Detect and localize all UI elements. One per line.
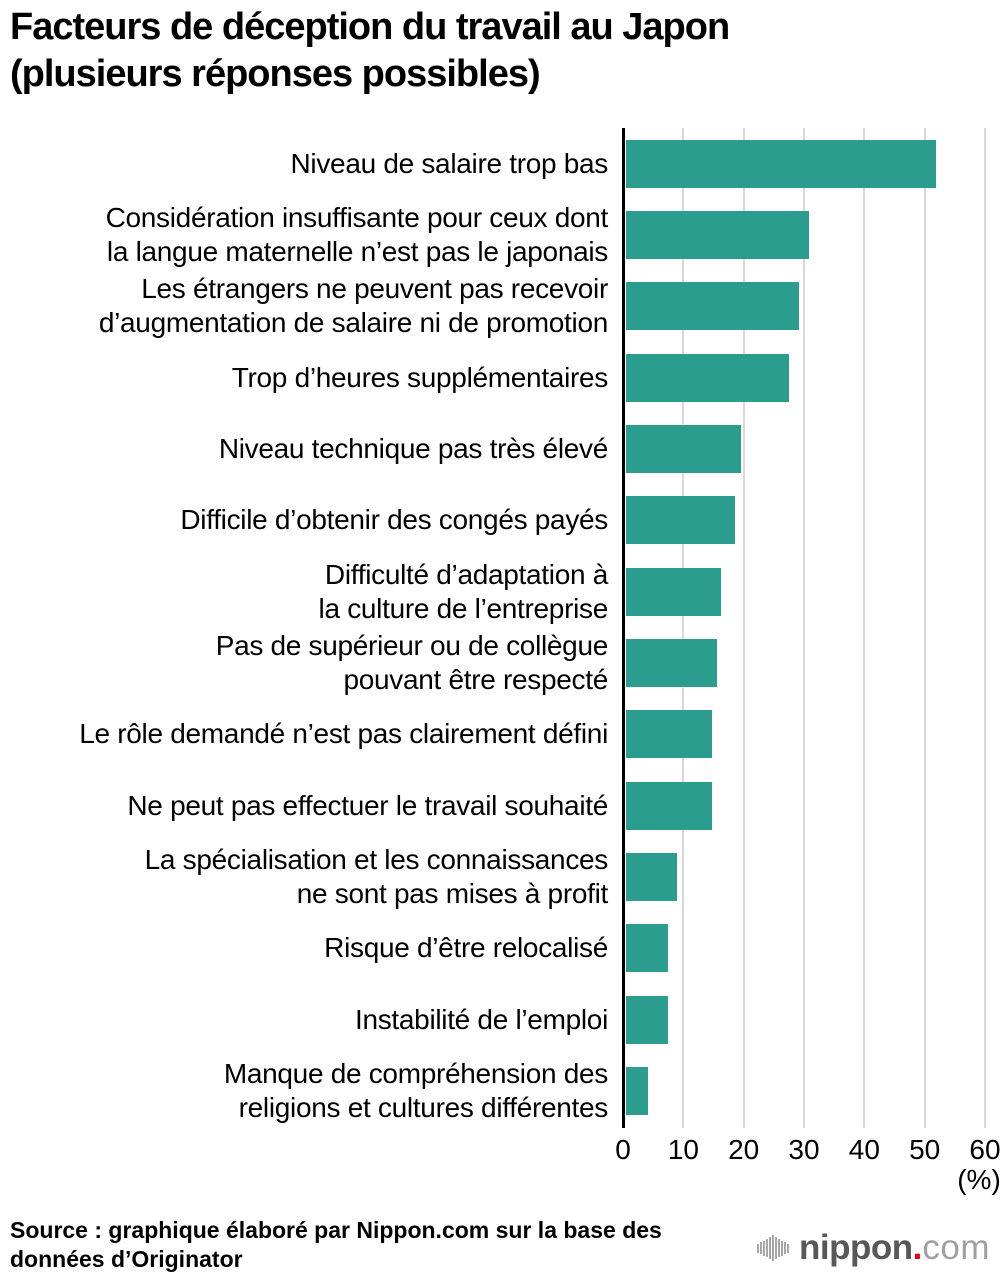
y-axis-line: [622, 128, 625, 1128]
bar-rows: Niveau de salaire trop bas Considération …: [0, 128, 1000, 1127]
bar-track: [623, 627, 985, 698]
bar-row: Niveau de salaire trop bas: [0, 128, 1000, 199]
bar-track: [623, 485, 985, 556]
x-axis-tick-labels: 0 10 20 30 40 50 60: [615, 1134, 1000, 1168]
bar-row: Niveau technique pas très élevé: [0, 413, 1000, 484]
category-label: Instabilité de l’emploi: [354, 1003, 608, 1035]
category-label: Manque de compréhension des religions et…: [223, 1058, 608, 1124]
logo-dot: .: [912, 1228, 923, 1267]
bar-row: Risque d’être relocalisé: [0, 913, 1000, 984]
category-label: Risque d’être relocalisé: [324, 932, 608, 964]
logo-bar: [757, 1243, 760, 1253]
category-label: Trop d’heures supplémentaires: [231, 361, 609, 393]
bar: [626, 1067, 649, 1116]
soundwave-fan-icon: [757, 1235, 790, 1261]
bar: [626, 995, 668, 1044]
logo-bar: [775, 1237, 778, 1259]
gridline: [863, 128, 866, 1128]
x-axis-unit-label: (%): [957, 1164, 1000, 1195]
bar: [626, 710, 712, 759]
x-tick-label: 0: [615, 1134, 631, 1165]
bar-track: [623, 913, 985, 984]
bar-track: [623, 271, 985, 342]
logo-bar: [769, 1237, 772, 1259]
gridline: [923, 128, 926, 1128]
x-tick-label: 60: [969, 1134, 1000, 1165]
category-label: Difficulté d’adaptation à la culture de …: [318, 558, 609, 624]
bar-row: Ne peut pas effectuer le travail souhait…: [0, 770, 1000, 841]
bar: [626, 211, 809, 260]
category-label: Niveau de salaire trop bas: [290, 147, 609, 179]
bar: [626, 496, 736, 545]
logo-bar: [763, 1240, 766, 1256]
x-tick-label: 40: [848, 1134, 880, 1165]
gridline: [742, 128, 745, 1128]
x-tick-label: 10: [667, 1134, 699, 1165]
category-label: Niveau technique pas très élevé: [218, 433, 608, 465]
bar-row: Manque de compréhension des religions et…: [0, 1055, 1000, 1126]
bar-track: [623, 413, 985, 484]
bar: [626, 781, 712, 830]
bar: [626, 282, 799, 331]
logo-bar: [781, 1240, 784, 1256]
gridline: [682, 128, 685, 1128]
x-tick-label: 50: [909, 1134, 941, 1165]
logo-bar: [787, 1243, 790, 1253]
bar: [626, 924, 668, 973]
bar: [626, 425, 742, 474]
category-label: Considération insuffisante pour ceux don…: [105, 202, 609, 268]
bar-row: Difficile d’obtenir des congés payés: [0, 485, 1000, 556]
bar: [626, 639, 717, 688]
category-label: La spécialisation et les connaissances n…: [144, 844, 609, 910]
bar: [626, 567, 722, 616]
bar-row: Instabilité de l’emploi: [0, 984, 1000, 1055]
gridlines: [623, 128, 986, 1128]
logo-bar: [772, 1235, 775, 1261]
bar-row: Considération insuffisante pour ceux don…: [0, 199, 1000, 270]
bar-track: [623, 342, 985, 413]
bar-track: [623, 556, 985, 627]
bar-track: [623, 128, 985, 199]
bar-row: Le rôle demandé n’est pas clairement déf…: [0, 699, 1000, 770]
bar-track: [623, 841, 985, 912]
bar-track: [623, 1055, 985, 1126]
logo-bar: [760, 1242, 763, 1254]
category-label: Difficile d’obtenir des congés payés: [180, 504, 608, 536]
nippon-logo: nippon . com: [757, 1226, 990, 1270]
bar-track: [623, 770, 985, 841]
logo-bar: [778, 1239, 781, 1257]
logo-text-com: com: [922, 1228, 990, 1267]
chart-title: Facteurs de déception du travail au Japo…: [10, 6, 730, 95]
bar-row: La spécialisation et les connaissances n…: [0, 841, 1000, 912]
category-label: Ne peut pas effectuer le travail souhait…: [127, 789, 608, 821]
gridline: [803, 128, 805, 1128]
bar-track: [623, 984, 985, 1055]
category-label: Les étrangers ne peuvent pas recevoir d’…: [98, 273, 608, 339]
x-tick-label: 30: [788, 1134, 820, 1165]
bar-row: Les étrangers ne peuvent pas recevoir d’…: [0, 271, 1000, 342]
bar-track: [623, 699, 985, 770]
bar-track: [623, 199, 985, 270]
logo-text-nippon: nippon: [799, 1228, 913, 1267]
bar-row: Difficulté d’adaptation à la culture de …: [0, 556, 1000, 627]
category-label: Pas de supérieur ou de collègue pouvant …: [215, 630, 609, 696]
bar: [626, 139, 936, 188]
bar: [626, 353, 789, 402]
bar-row: Trop d’heures supplémentaires: [0, 342, 1000, 413]
source-text: Source : graphique élaboré par Nippon.co…: [10, 1217, 662, 1272]
bar-row: Pas de supérieur ou de collègue pouvant …: [0, 627, 1000, 698]
gridline: [984, 128, 986, 1128]
bar: [626, 853, 677, 902]
logo-bar: [766, 1239, 769, 1257]
logo-bar: [784, 1242, 787, 1254]
x-tick-label: 20: [728, 1134, 760, 1165]
category-label: Le rôle demandé n’est pas clairement déf…: [79, 718, 608, 750]
